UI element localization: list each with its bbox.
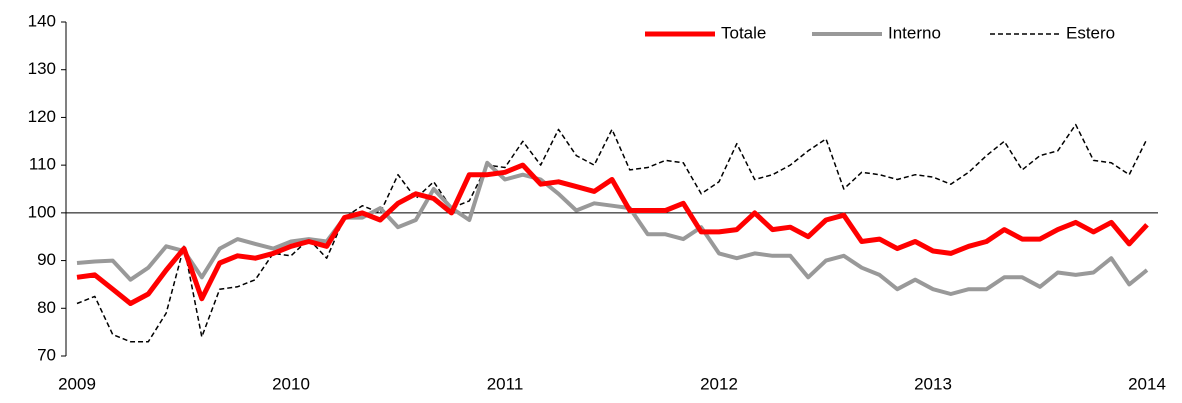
- legend-label: Interno: [888, 23, 941, 42]
- y-tick-label: 110: [29, 155, 56, 174]
- series-line: [76, 162, 1149, 306]
- y-tick-label: 90: [37, 250, 56, 269]
- y-tick-label: 130: [28, 59, 56, 78]
- series-line: [76, 123, 1148, 343]
- y-tick-label: 120: [28, 107, 56, 126]
- x-tick-label: 2010: [272, 374, 310, 393]
- x-tick-label: 2012: [700, 374, 738, 393]
- y-tick-label: 100: [28, 202, 56, 221]
- x-tick-label: 2011: [487, 374, 524, 393]
- y-tick-label: 80: [37, 298, 56, 317]
- legend-label: Estero: [1066, 23, 1115, 42]
- x-tick-label: 2014: [1128, 374, 1166, 393]
- y-tick-label: 140: [28, 11, 56, 30]
- legend-label: Totale: [721, 23, 766, 42]
- series-line: [76, 160, 1149, 296]
- y-tick-label: 70: [37, 345, 56, 364]
- x-tick-label: 2013: [914, 374, 952, 393]
- x-tick-label: 2009: [58, 374, 96, 393]
